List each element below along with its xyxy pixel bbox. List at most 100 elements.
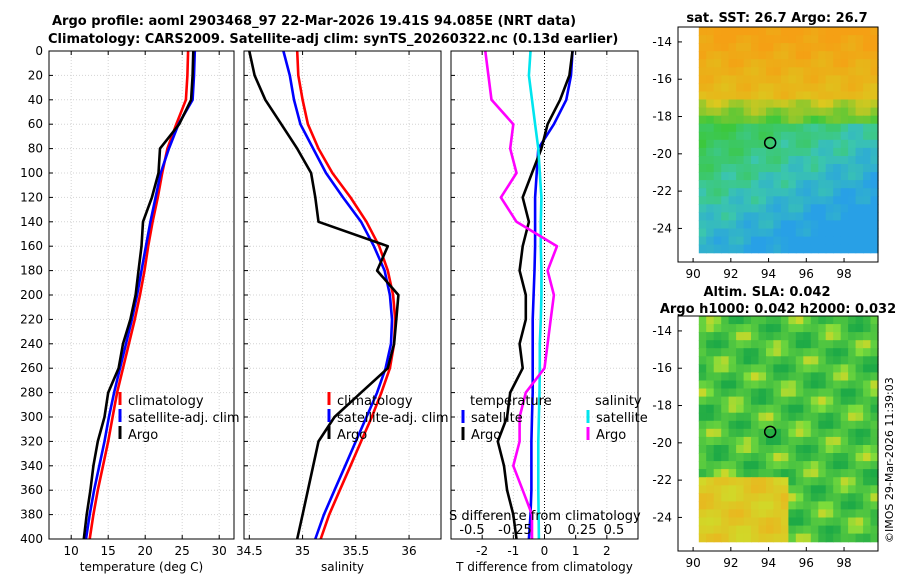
map-cell bbox=[706, 428, 715, 438]
map-cell bbox=[810, 372, 819, 382]
map-cell bbox=[728, 43, 737, 52]
map-cell bbox=[825, 517, 834, 527]
map-cell bbox=[736, 428, 745, 438]
map-cell bbox=[818, 91, 827, 101]
map-cell bbox=[803, 453, 812, 462]
map-cell bbox=[833, 461, 842, 470]
map-cell bbox=[863, 43, 872, 52]
map-cell bbox=[736, 107, 745, 117]
map-cell bbox=[773, 316, 782, 325]
map-cell bbox=[743, 204, 752, 213]
map-cell bbox=[848, 493, 857, 502]
map-cell bbox=[863, 533, 872, 543]
map-cell bbox=[698, 461, 707, 470]
map-cell bbox=[840, 83, 849, 93]
map-cell bbox=[788, 59, 797, 68]
map-cell bbox=[818, 428, 827, 438]
legend-label: climatology bbox=[337, 394, 413, 409]
map-cell bbox=[870, 91, 879, 101]
map-cell bbox=[833, 91, 842, 101]
map-cell bbox=[870, 172, 879, 181]
map-cell bbox=[803, 517, 812, 527]
map-cell bbox=[855, 404, 864, 414]
map-cell bbox=[713, 164, 722, 173]
map-cell bbox=[743, 244, 752, 254]
legend-title: salinity bbox=[595, 394, 642, 409]
map-cell bbox=[706, 188, 715, 197]
map-cell bbox=[780, 59, 789, 68]
argo-location-marker bbox=[763, 136, 777, 150]
map-cell bbox=[751, 75, 760, 85]
map-cell bbox=[818, 493, 827, 502]
map-cell bbox=[713, 51, 722, 60]
map-cell bbox=[766, 428, 775, 438]
map-cell bbox=[833, 228, 842, 238]
map-cell bbox=[780, 123, 789, 133]
map-frame bbox=[677, 26, 879, 263]
map-cell bbox=[780, 420, 789, 430]
map-cell bbox=[758, 428, 767, 438]
map-cell bbox=[870, 83, 879, 93]
map-cell bbox=[706, 27, 715, 36]
map-cell bbox=[713, 324, 722, 333]
map-cell bbox=[721, 188, 730, 197]
map-cell bbox=[818, 244, 827, 254]
map-cell bbox=[803, 396, 812, 406]
map-cell bbox=[728, 533, 737, 543]
map-cell bbox=[810, 244, 819, 254]
map-cell bbox=[728, 139, 737, 149]
map-cell bbox=[780, 469, 789, 478]
map-cell bbox=[773, 412, 782, 422]
map-cell bbox=[855, 388, 864, 398]
map-cell bbox=[870, 509, 879, 519]
map-cell bbox=[870, 372, 879, 382]
map-cell bbox=[698, 396, 707, 406]
map-cell bbox=[728, 204, 737, 213]
map-cell bbox=[721, 164, 730, 173]
map-cell bbox=[773, 67, 782, 76]
map-cell bbox=[773, 27, 782, 36]
map-cell bbox=[795, 236, 804, 246]
map-cell bbox=[825, 172, 834, 181]
map-cell bbox=[751, 469, 760, 478]
map-cell bbox=[773, 91, 782, 101]
map-cell bbox=[780, 533, 789, 543]
map-cell bbox=[863, 332, 872, 341]
map-cell bbox=[840, 43, 849, 52]
map-cell bbox=[788, 348, 797, 357]
map-cell bbox=[728, 212, 737, 222]
map-cell bbox=[825, 220, 834, 230]
map-cell bbox=[728, 324, 737, 333]
map-cell bbox=[855, 180, 864, 189]
map-cell bbox=[743, 453, 752, 462]
map-cell bbox=[788, 340, 797, 349]
map-cell bbox=[818, 99, 827, 109]
map-cell bbox=[855, 172, 864, 181]
map-cell bbox=[870, 228, 879, 238]
map-cell bbox=[721, 59, 730, 68]
map-cell bbox=[773, 485, 782, 494]
map-cell bbox=[728, 107, 737, 117]
map-cell bbox=[788, 404, 797, 414]
map-cell bbox=[751, 147, 760, 157]
map-cell bbox=[863, 525, 872, 535]
map-cell bbox=[870, 188, 879, 197]
map-cell bbox=[736, 35, 745, 44]
map-cell bbox=[833, 501, 842, 511]
map-cell bbox=[766, 396, 775, 406]
map-cell bbox=[855, 59, 864, 68]
map-cell bbox=[848, 533, 857, 543]
map-cell bbox=[758, 445, 767, 454]
map-cell bbox=[825, 533, 834, 543]
map-cell bbox=[825, 204, 834, 213]
map-cell bbox=[773, 372, 782, 382]
map-cell bbox=[728, 477, 737, 486]
map-cell bbox=[780, 388, 789, 398]
map-cell bbox=[728, 364, 737, 374]
map-cell bbox=[728, 485, 737, 494]
map-cell bbox=[721, 372, 730, 382]
map-cell bbox=[728, 380, 737, 390]
map-cell bbox=[736, 404, 745, 414]
map-cell bbox=[758, 396, 767, 406]
map-cell bbox=[751, 372, 760, 382]
